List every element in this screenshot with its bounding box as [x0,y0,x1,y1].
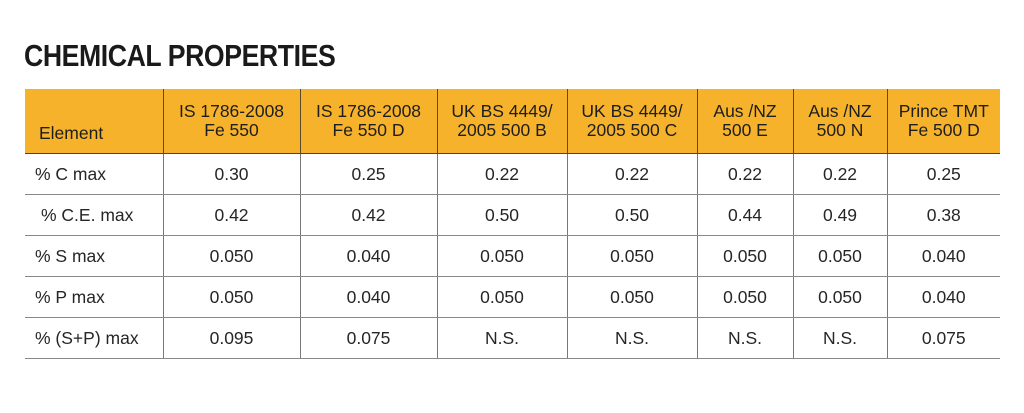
table-cell: 0.075 [299,317,437,359]
header-label-line2: 2005 500 B [457,120,547,140]
header-label-line2: 500 N [816,120,864,140]
header-label-line2: Fe 550 D [332,120,405,140]
row-label: % C max [25,153,163,195]
table-cell: N.S. [436,317,567,359]
table-cell: N.S. [696,317,793,359]
table-cell: N.S. [566,317,697,359]
header-label-line1: Prince TMT [898,101,989,121]
table-cell: 0.49 [792,194,887,236]
header-label-line2: Fe 500 D [907,120,980,140]
header-cell-is1786-fe550: IS 1786-2008 Fe 550 [162,89,300,154]
header-cell-element: Element [25,89,163,154]
header-cell-ausnz-500e: Aus /NZ 500 E [696,89,793,154]
table-cell: 0.42 [162,194,300,236]
header-label-line1: IS 1786-2008 [315,101,422,121]
header-cell-ausnz-500n: Aus /NZ 500 N [792,89,887,154]
table-cell: 0.50 [436,194,567,236]
table-row: % S max 0.050 0.040 0.050 0.050 0.050 0.… [25,235,1000,277]
table-cell: 0.25 [299,153,437,195]
table-row: % C.E. max 0.42 0.42 0.50 0.50 0.44 0.49… [25,194,1000,236]
header-label-line1: UK BS 4449/ [451,101,553,121]
table-cell: 0.22 [436,153,567,195]
table-row: % P max 0.050 0.040 0.050 0.050 0.050 0.… [25,276,1000,318]
header-cell-ukbs-500c: UK BS 4449/ 2005 500 C [566,89,697,154]
row-label: % (S+P) max [25,317,163,359]
table-cell: 0.22 [696,153,793,195]
table-cell: 0.040 [886,276,1000,318]
table-cell: 0.050 [162,235,300,277]
table-cell: 0.30 [162,153,300,195]
header-label-line2: 2005 500 C [586,120,678,140]
table-cell: 0.075 [886,317,1000,359]
header-cell-ukbs-500b: UK BS 4449/ 2005 500 B [436,89,567,154]
header-cell-is1786-fe550d: IS 1786-2008 Fe 550 D [299,89,437,154]
table-cell: 0.050 [696,235,793,277]
header-label-line1: Aus /NZ [713,101,777,121]
table-cell: 0.050 [566,276,697,318]
table-header: Element IS 1786-2008 Fe 550 IS 1786-2008… [25,89,1000,154]
table-cell: 0.040 [886,235,1000,277]
header-label: Element [39,123,104,143]
header-label-line1: UK BS 4449/ [581,101,683,121]
row-label: % S max [25,235,163,277]
table-cell: 0.44 [696,194,793,236]
table-cell: 0.050 [792,276,887,318]
table-row: % (S+P) max 0.095 0.075 N.S. N.S. N.S. N… [25,317,1000,359]
table-cell: 0.050 [566,235,697,277]
table-cell: 0.040 [299,235,437,277]
table-cell: 0.040 [299,276,437,318]
chemical-properties-table: Element IS 1786-2008 Fe 550 IS 1786-2008… [25,89,1000,359]
row-label: % C.E. max [25,194,163,236]
table-cell: 0.50 [566,194,697,236]
table-row: % C max 0.30 0.25 0.22 0.22 0.22 0.22 0.… [25,153,1000,195]
row-label: % P max [25,276,163,318]
header-row: Element IS 1786-2008 Fe 550 IS 1786-2008… [25,89,1000,154]
header-label-line2: 500 E [722,120,768,140]
table-cell: 0.22 [792,153,887,195]
table-cell: N.S. [792,317,887,359]
header-cell-prince-tmt: Prince TMT Fe 500 D [886,89,1000,154]
table-cell: 0.22 [566,153,697,195]
header-label-line2: Fe 550 [204,120,259,140]
table-cell: 0.38 [886,194,1000,236]
table-cell: 0.095 [162,317,300,359]
table-cell: 0.050 [436,276,567,318]
table-cell: 0.25 [886,153,1000,195]
header-label-line1: Aus /NZ [808,101,872,121]
table-cell: 0.050 [436,235,567,277]
table-cell: 0.050 [162,276,300,318]
table-cell: 0.050 [792,235,887,277]
table-cell: 0.42 [299,194,437,236]
table-cell: 0.050 [696,276,793,318]
header-label-line1: IS 1786-2008 [178,101,285,121]
table-body: % C max 0.30 0.25 0.22 0.22 0.22 0.22 0.… [25,153,1000,359]
page-title: CHEMICAL PROPERTIES [24,38,336,73]
